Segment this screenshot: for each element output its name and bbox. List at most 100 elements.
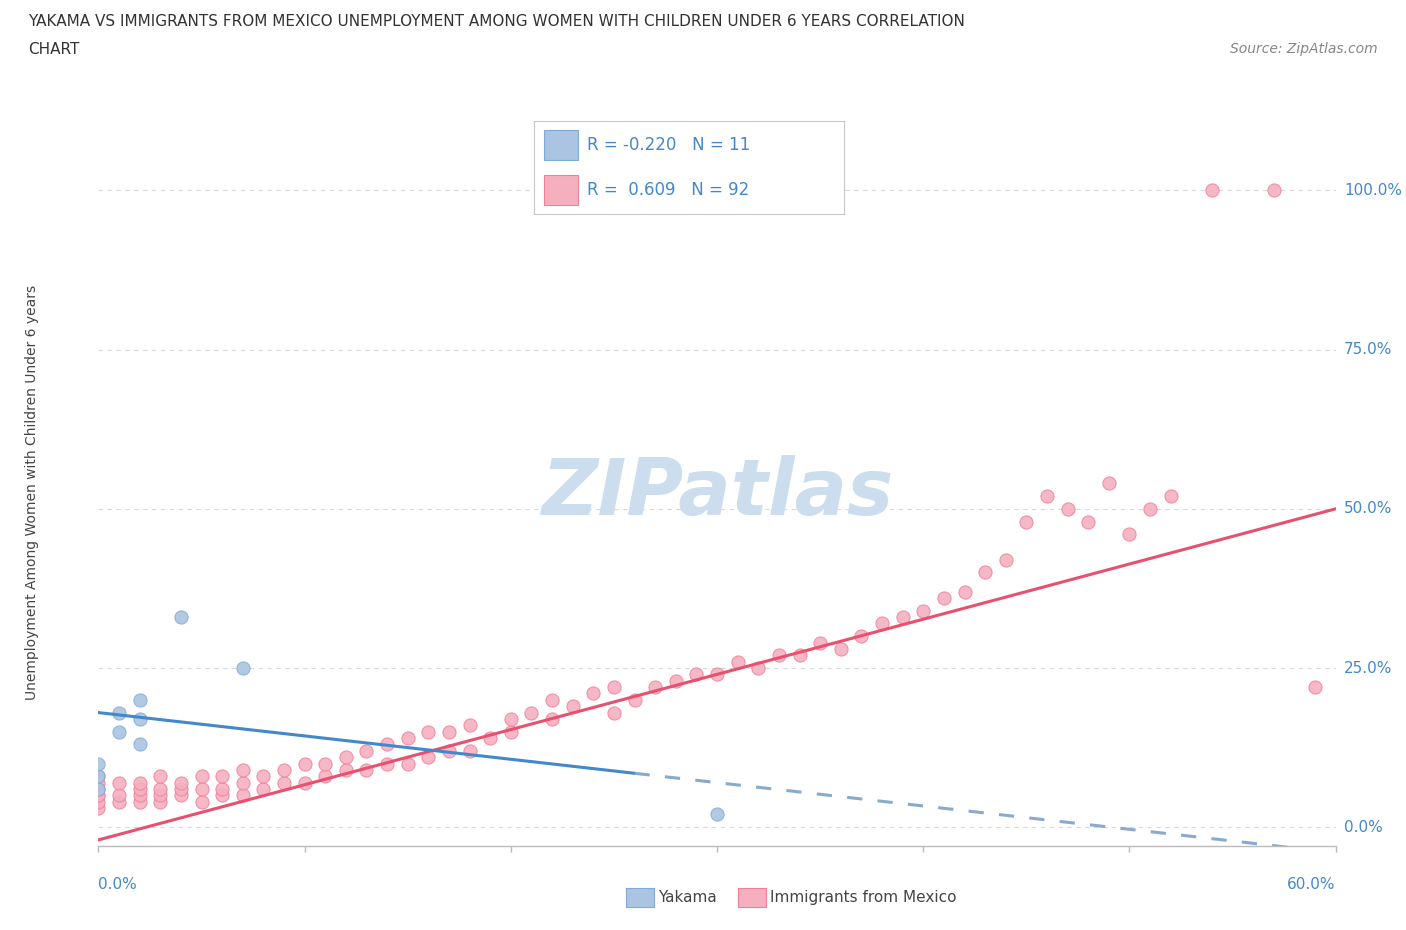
Point — [149, 794, 172, 809]
Point — [1077, 514, 1099, 529]
Point — [149, 788, 172, 803]
Text: 0.0%: 0.0% — [1344, 819, 1382, 835]
Point — [499, 724, 522, 739]
Point — [932, 591, 955, 605]
Point — [128, 693, 150, 708]
Bar — [544, 130, 578, 160]
Text: ZIPatlas: ZIPatlas — [541, 455, 893, 531]
Point — [108, 776, 131, 790]
Point — [211, 781, 233, 796]
Point — [170, 781, 193, 796]
Point — [1263, 183, 1285, 198]
Point — [232, 660, 254, 675]
Point — [851, 629, 873, 644]
Point — [108, 705, 131, 720]
Bar — [544, 175, 578, 205]
Point — [1056, 501, 1078, 516]
Point — [870, 616, 893, 631]
Point — [87, 788, 110, 803]
Point — [273, 763, 295, 777]
Point — [994, 552, 1017, 567]
Point — [87, 781, 110, 796]
Point — [211, 788, 233, 803]
Text: YAKAMA VS IMMIGRANTS FROM MEXICO UNEMPLOYMENT AMONG WOMEN WITH CHILDREN UNDER 6 : YAKAMA VS IMMIGRANTS FROM MEXICO UNEMPLO… — [28, 14, 965, 29]
Point — [314, 769, 336, 784]
Text: Unemployment Among Women with Children Under 6 years: Unemployment Among Women with Children U… — [25, 286, 39, 700]
Point — [232, 763, 254, 777]
Point — [808, 635, 831, 650]
Text: 75.0%: 75.0% — [1344, 342, 1392, 357]
Point — [356, 743, 378, 758]
Point — [1098, 476, 1121, 491]
Point — [87, 801, 110, 816]
Point — [170, 776, 193, 790]
Point — [1303, 680, 1326, 695]
Point — [87, 756, 110, 771]
Point — [108, 788, 131, 803]
Point — [108, 724, 131, 739]
Point — [912, 604, 935, 618]
Point — [727, 654, 749, 669]
Point — [418, 750, 440, 764]
Point — [830, 642, 852, 657]
Point — [665, 673, 688, 688]
Point — [128, 776, 150, 790]
Text: R =  0.609   N = 92: R = 0.609 N = 92 — [586, 180, 749, 199]
Point — [706, 667, 728, 682]
Point — [128, 781, 150, 796]
Point — [335, 763, 357, 777]
Text: 100.0%: 100.0% — [1344, 183, 1402, 198]
Point — [128, 794, 150, 809]
Point — [149, 781, 172, 796]
Point — [520, 705, 543, 720]
Point — [706, 807, 728, 822]
Text: 25.0%: 25.0% — [1344, 660, 1392, 675]
Point — [294, 776, 316, 790]
Point — [768, 648, 790, 663]
Text: 60.0%: 60.0% — [1288, 877, 1336, 892]
Point — [685, 667, 707, 682]
Point — [396, 731, 419, 746]
Point — [623, 693, 645, 708]
Point — [87, 794, 110, 809]
Point — [128, 788, 150, 803]
Point — [1036, 488, 1059, 503]
Text: 0.0%: 0.0% — [98, 877, 138, 892]
Point — [108, 794, 131, 809]
Point — [953, 584, 976, 599]
Point — [232, 788, 254, 803]
Point — [458, 718, 481, 733]
Point — [1118, 527, 1140, 542]
Text: CHART: CHART — [28, 42, 80, 57]
Point — [1139, 501, 1161, 516]
Point — [232, 776, 254, 790]
Point — [479, 731, 502, 746]
Point — [499, 711, 522, 726]
Point — [644, 680, 666, 695]
Point — [190, 794, 212, 809]
Point — [437, 743, 460, 758]
Point — [87, 769, 110, 784]
Point — [314, 756, 336, 771]
Text: 50.0%: 50.0% — [1344, 501, 1392, 516]
Point — [1201, 183, 1223, 198]
Point — [149, 769, 172, 784]
Point — [190, 769, 212, 784]
Point — [252, 781, 274, 796]
Point — [211, 769, 233, 784]
Point — [375, 756, 398, 771]
Point — [128, 711, 150, 726]
Point — [603, 680, 626, 695]
Point — [87, 776, 110, 790]
Point — [541, 693, 564, 708]
Point — [396, 756, 419, 771]
Point — [418, 724, 440, 739]
Point — [294, 756, 316, 771]
Point — [375, 737, 398, 751]
Text: Yakama: Yakama — [658, 890, 717, 905]
Point — [541, 711, 564, 726]
Text: R = -0.220   N = 11: R = -0.220 N = 11 — [586, 136, 751, 154]
Point — [252, 769, 274, 784]
Point — [603, 705, 626, 720]
Point — [356, 763, 378, 777]
